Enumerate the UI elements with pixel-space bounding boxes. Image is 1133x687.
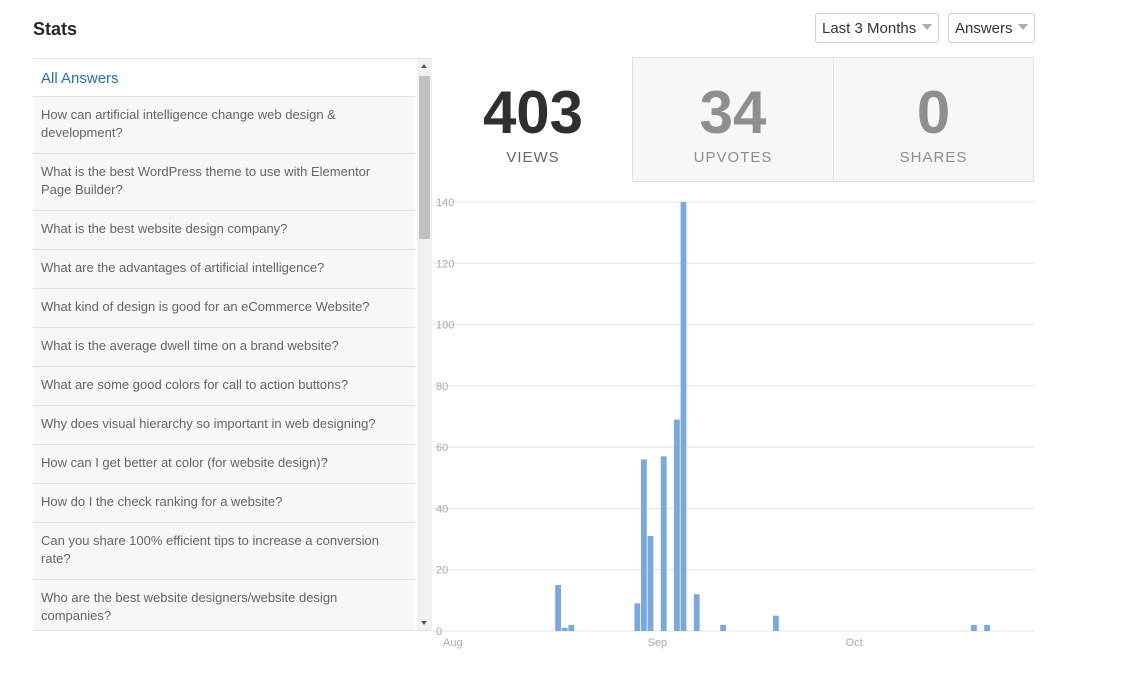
y-tick-label: 60 [436,442,448,454]
list-item[interactable]: What are the advantages of artificial in… [33,250,415,289]
list-item[interactable]: How can I get better at color (for websi… [33,445,415,484]
chart-bar[interactable] [680,202,687,631]
chart-bar[interactable] [693,594,700,631]
x-tick-label: Oct [846,637,863,649]
x-tick-label: Sep [648,637,668,649]
chevron-down-icon [1018,24,1028,30]
x-tick-label: Aug [443,637,463,649]
list-item[interactable]: What is the average dwell time on a bran… [33,328,415,367]
page-title: Stats [33,19,78,39]
chart-bar[interactable] [641,459,647,631]
y-tick-label: 140 [436,197,454,209]
all-answers-link[interactable]: All Answers [33,59,415,97]
scroll-up-arrow-icon[interactable] [421,64,427,68]
date-range-value: Last 3 Months [822,20,917,37]
date-range-select[interactable]: Last 3 Months [815,13,939,43]
views-label: VIEWS [506,149,560,166]
y-tick-label: 100 [436,320,454,332]
chart-bar[interactable] [720,624,726,631]
list-item[interactable]: What kind of design is good for an eComm… [33,289,415,328]
list-item[interactable]: Who are the best website designers/websi… [33,580,415,630]
chart-bar[interactable] [555,585,561,631]
chart-bar[interactable] [647,536,654,631]
shares-stat-tab[interactable]: 0 SHARES [833,57,1034,182]
views-count: 403 [482,79,584,146]
answers-list: All Answers How can artificial intellige… [33,59,415,630]
list-item[interactable]: What is the best website design company? [33,211,415,250]
y-tick-label: 20 [436,565,448,577]
shares-count: 0 [916,79,951,146]
chart-bar[interactable] [971,624,977,631]
views-stat-tab[interactable]: 403 VIEWS [433,57,633,182]
list-item[interactable]: How can artificial intelligence change w… [33,97,415,154]
scroll-down-arrow-icon[interactable] [421,621,427,625]
views-chart: 0 20 40 60 80 100 120 140 Aug Sep Oct [433,197,1034,649]
y-tick-label: 80 [436,381,448,393]
scrollbar-thumb[interactable] [419,76,430,239]
chart-bar[interactable] [660,456,667,631]
chart-bar[interactable] [634,603,641,631]
list-item[interactable]: Why does visual hierarchy so important i… [33,406,415,445]
y-tick-label: 120 [436,258,454,270]
list-item[interactable]: What are some good colors for call to ac… [33,367,415,406]
upvotes-count: 34 [699,79,767,146]
list-scrollbar[interactable] [417,59,432,630]
shares-label: SHARES [899,149,968,166]
answers-list-panel: All Answers How can artificial intellige… [33,58,432,631]
content-type-select[interactable]: Answers [948,13,1035,43]
upvotes-stat-tab[interactable]: 34 UPVOTES [632,57,834,182]
y-tick-label: 0 [436,626,442,638]
chevron-down-icon [922,24,932,30]
y-tick-label: 40 [436,503,448,515]
upvotes-label: UPVOTES [693,149,773,166]
chart-bar[interactable] [984,624,990,631]
content-type-value: Answers [955,20,1013,37]
chart-bar[interactable] [568,624,575,631]
chart-bar[interactable] [773,615,779,631]
chart-bar[interactable] [674,419,680,631]
list-item[interactable]: How do I the check ranking for a website… [33,484,415,523]
list-item[interactable]: What is the best WordPress theme to use … [33,154,415,211]
list-item[interactable]: Can you share 100% efficient tips to inc… [33,523,415,580]
chart-bar[interactable] [561,627,568,631]
